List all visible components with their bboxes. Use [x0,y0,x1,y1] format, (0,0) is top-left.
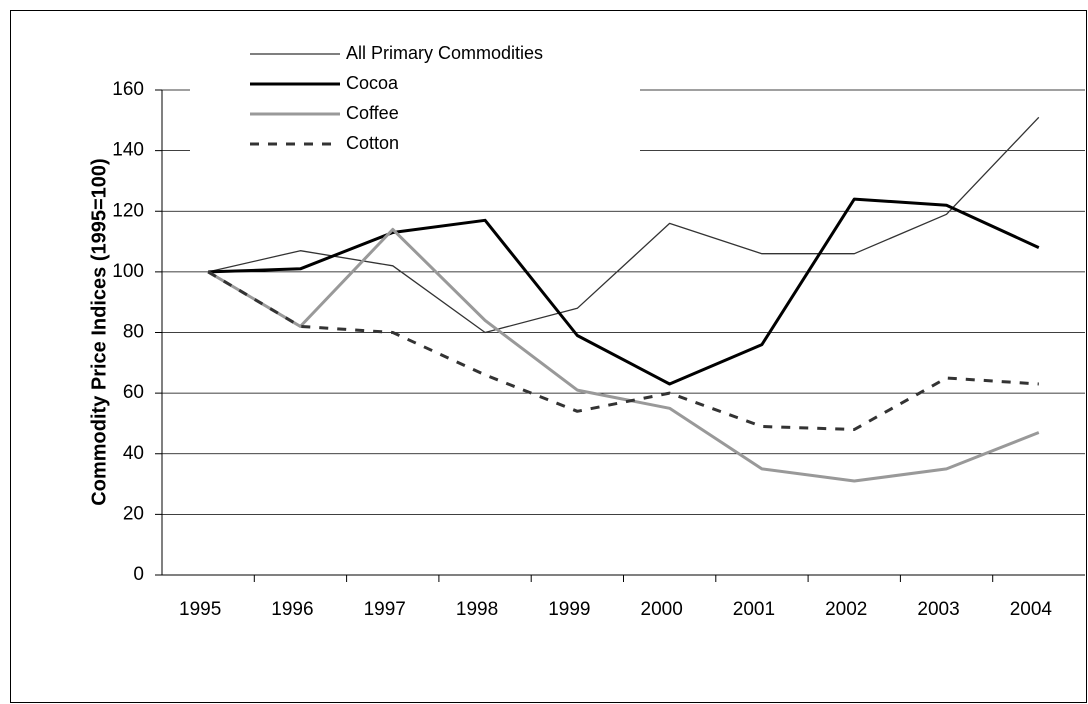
y-axis-label: Commodity Price Indices (1995=100) [88,158,110,505]
y-tick-label: 160 [112,79,144,100]
y-tick-label: 40 [123,443,144,464]
y-tick-label: 80 [123,322,144,343]
x-tick-label: 2003 [917,599,959,620]
x-tick-label: 2000 [641,599,683,620]
x-tick-label: 1999 [548,599,590,620]
series-line [208,116,1040,334]
x-tick-label: 1997 [364,599,406,620]
x-tick-label: 2002 [825,599,867,620]
x-tick-label: 1998 [456,599,498,620]
x-tick-label: 2001 [733,599,775,620]
series-line [208,197,1040,386]
series-line [207,227,1040,483]
x-tick-label: 1996 [271,599,313,620]
y-tick-label: 140 [112,140,144,161]
legend-label: Cocoa [346,73,399,93]
legend-label: All Primary Commodities [346,43,543,63]
x-tick-label: 2004 [1010,599,1053,620]
legend-box [190,38,640,163]
legend-label: Cotton [346,133,399,153]
y-tick-label: 60 [123,382,144,403]
y-tick-label: 120 [112,200,144,221]
legend-label: Coffee [346,103,399,123]
y-tick-label: 100 [112,261,144,282]
y-tick-label: 20 [123,503,144,524]
x-tick-label: 1995 [179,599,221,620]
y-tick-label: 0 [133,564,144,585]
